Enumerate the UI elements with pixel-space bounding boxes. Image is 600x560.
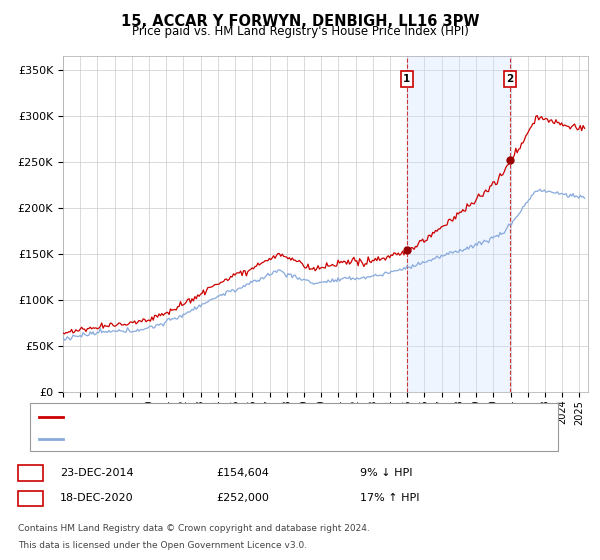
Text: 15, ACCAR Y FORWYN, DENBIGH, LL16 3PW: 15, ACCAR Y FORWYN, DENBIGH, LL16 3PW bbox=[121, 14, 479, 29]
Text: Contains HM Land Registry data © Crown copyright and database right 2024.: Contains HM Land Registry data © Crown c… bbox=[18, 524, 370, 533]
Text: £154,604: £154,604 bbox=[216, 468, 269, 478]
Text: 15, ACCAR Y FORWYN, DENBIGH, LL16 3PW (detached house): 15, ACCAR Y FORWYN, DENBIGH, LL16 3PW (d… bbox=[69, 412, 390, 422]
Text: 1: 1 bbox=[27, 468, 34, 478]
Text: 2: 2 bbox=[506, 74, 514, 84]
Bar bbox=[407, 56, 511, 392]
Text: 1: 1 bbox=[403, 74, 410, 84]
Text: 17% ↑ HPI: 17% ↑ HPI bbox=[360, 493, 419, 503]
Text: 18-DEC-2020: 18-DEC-2020 bbox=[60, 493, 134, 503]
Text: HPI: Average price, detached house, Denbighshire: HPI: Average price, detached house, Denb… bbox=[69, 434, 331, 444]
Text: 23-DEC-2014: 23-DEC-2014 bbox=[60, 468, 134, 478]
Text: This data is licensed under the Open Government Licence v3.0.: This data is licensed under the Open Gov… bbox=[18, 541, 307, 550]
Text: 2: 2 bbox=[27, 493, 34, 503]
Text: £252,000: £252,000 bbox=[216, 493, 269, 503]
Text: Price paid vs. HM Land Registry's House Price Index (HPI): Price paid vs. HM Land Registry's House … bbox=[131, 25, 469, 38]
Text: 9% ↓ HPI: 9% ↓ HPI bbox=[360, 468, 413, 478]
